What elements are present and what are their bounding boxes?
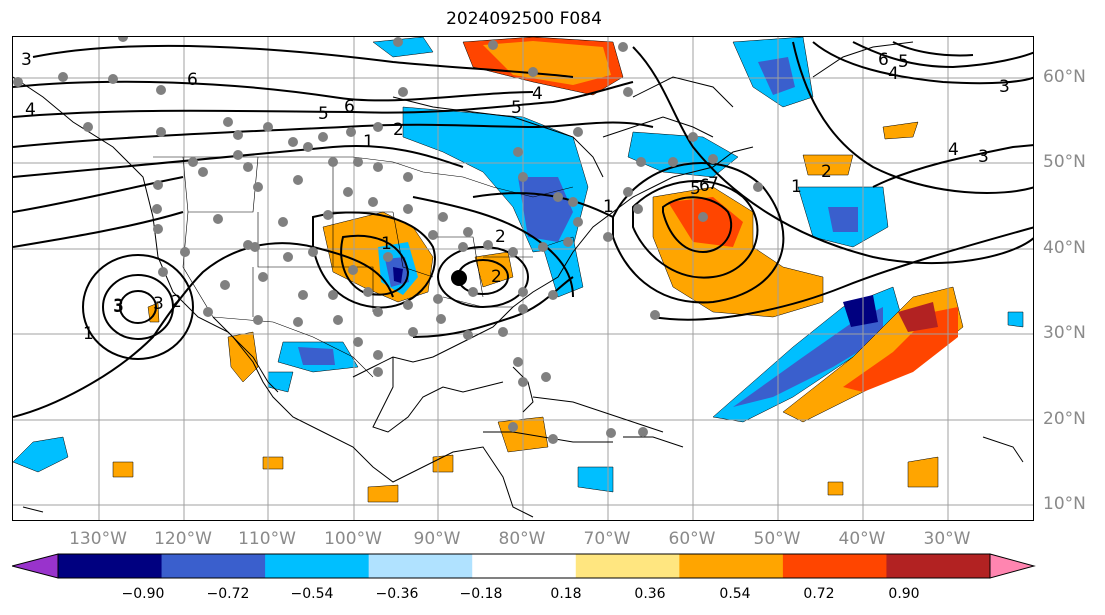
- latitude-label: 20°N: [1043, 409, 1086, 429]
- contour-label: 2: [171, 292, 182, 312]
- contour-label: 6: [344, 97, 355, 117]
- colorbar-cell: [575, 554, 680, 578]
- longitude-label: 90°W: [413, 529, 461, 549]
- contour-label: 3: [153, 294, 164, 314]
- contour-label: 6: [187, 70, 198, 90]
- contour-lines: [13, 41, 1033, 418]
- latitude-label: 10°N: [1043, 494, 1086, 514]
- longitude-label: 50°W: [753, 529, 801, 549]
- colorbar-cell: [265, 554, 370, 578]
- colorbar-tick: 0.54: [719, 586, 751, 602]
- colorbar-cell: [58, 554, 163, 578]
- map-plot: 6 5 6 5 4 3 3 4 6 5 4 3 3 4 1 2 1 2 3 1 …: [13, 37, 1033, 520]
- colorbar-cell: [782, 554, 887, 578]
- colorbar-cell: [161, 554, 266, 578]
- colorbar-tick: −0.54: [290, 586, 334, 602]
- latitude-label: 30°N: [1043, 323, 1086, 343]
- contour-label: 7: [708, 174, 719, 194]
- colorbar-tick: −0.36: [375, 586, 419, 602]
- contour-label: 6: [699, 176, 710, 196]
- contour-label: 1: [603, 197, 614, 217]
- station-markers: [13, 37, 763, 444]
- contour-label: 4: [25, 100, 36, 120]
- colorbar-extend-low: [12, 554, 58, 578]
- colorbar-cell: [679, 554, 784, 578]
- contour-label: 3: [978, 147, 989, 167]
- contour-label: 5: [898, 52, 909, 72]
- contour-label: 1: [83, 324, 94, 344]
- colorbar-tick: 0.18: [550, 586, 582, 602]
- contour-label: 3: [113, 296, 124, 316]
- latitude-label: 60°N: [1043, 67, 1086, 87]
- colorbar-tick: 0.72: [803, 586, 835, 602]
- contour-label: 3: [21, 50, 32, 70]
- latitude-label: 40°N: [1043, 238, 1086, 258]
- longitude-label: 110°W: [238, 529, 296, 549]
- low-center-marker: [451, 270, 467, 286]
- contour-labels: 6 5 6 5 4 3 3 4 6 5 4 3 3 4 1 2 1 2 3 1 …: [21, 50, 1010, 344]
- colorbar-cell: [472, 554, 577, 578]
- contour-label: 1: [791, 177, 802, 197]
- coastlines: [13, 41, 1024, 518]
- contour-label: 5: [318, 104, 329, 124]
- contour-label: 2: [393, 120, 404, 140]
- colorbar-tick: −0.18: [459, 586, 503, 602]
- contour-label: 3: [999, 77, 1010, 97]
- contour-label: 2: [821, 162, 832, 182]
- contour-label: 5: [511, 98, 522, 118]
- colorbar-tick: 0.36: [634, 586, 666, 602]
- graticule: [13, 37, 1033, 520]
- map-panel: 6 5 6 5 4 3 3 4 6 5 4 3 3 4 1 2 1 2 3 1 …: [12, 36, 1034, 521]
- longitude-label: 70°W: [583, 529, 631, 549]
- latitude-label: 50°N: [1043, 152, 1086, 172]
- longitude-label: 100°W: [324, 529, 382, 549]
- contour-label: 2: [491, 267, 502, 287]
- contour-label: 4: [888, 64, 899, 84]
- contour-label: 1: [363, 132, 374, 152]
- longitude-label: 40°W: [838, 529, 886, 549]
- colorbar-tick: −0.72: [206, 586, 250, 602]
- colorbar-tick: 0.90: [888, 586, 920, 602]
- longitude-label: 130°W: [69, 529, 127, 549]
- contour-label: 5: [690, 179, 701, 199]
- longitude-label: 60°W: [668, 529, 716, 549]
- contour-label: 3: [113, 297, 124, 317]
- longitude-label: 30°W: [923, 529, 971, 549]
- colorbar-cell: [368, 554, 473, 578]
- longitude-label: 80°W: [498, 529, 546, 549]
- map-title: 2024092500 F084: [446, 9, 602, 29]
- contour-label: 1: [381, 234, 392, 254]
- colorbar-cell: [886, 554, 991, 578]
- contour-label: 4: [948, 140, 959, 160]
- contour-label: 6: [878, 50, 889, 70]
- contour-label: 4: [532, 84, 543, 104]
- colorbar-tick: −0.90: [121, 586, 165, 602]
- colorbar-extend-high: [990, 554, 1034, 578]
- longitude-label: 120°W: [154, 529, 212, 549]
- contour-label: 2: [495, 227, 506, 247]
- colorbar: [12, 553, 1036, 579]
